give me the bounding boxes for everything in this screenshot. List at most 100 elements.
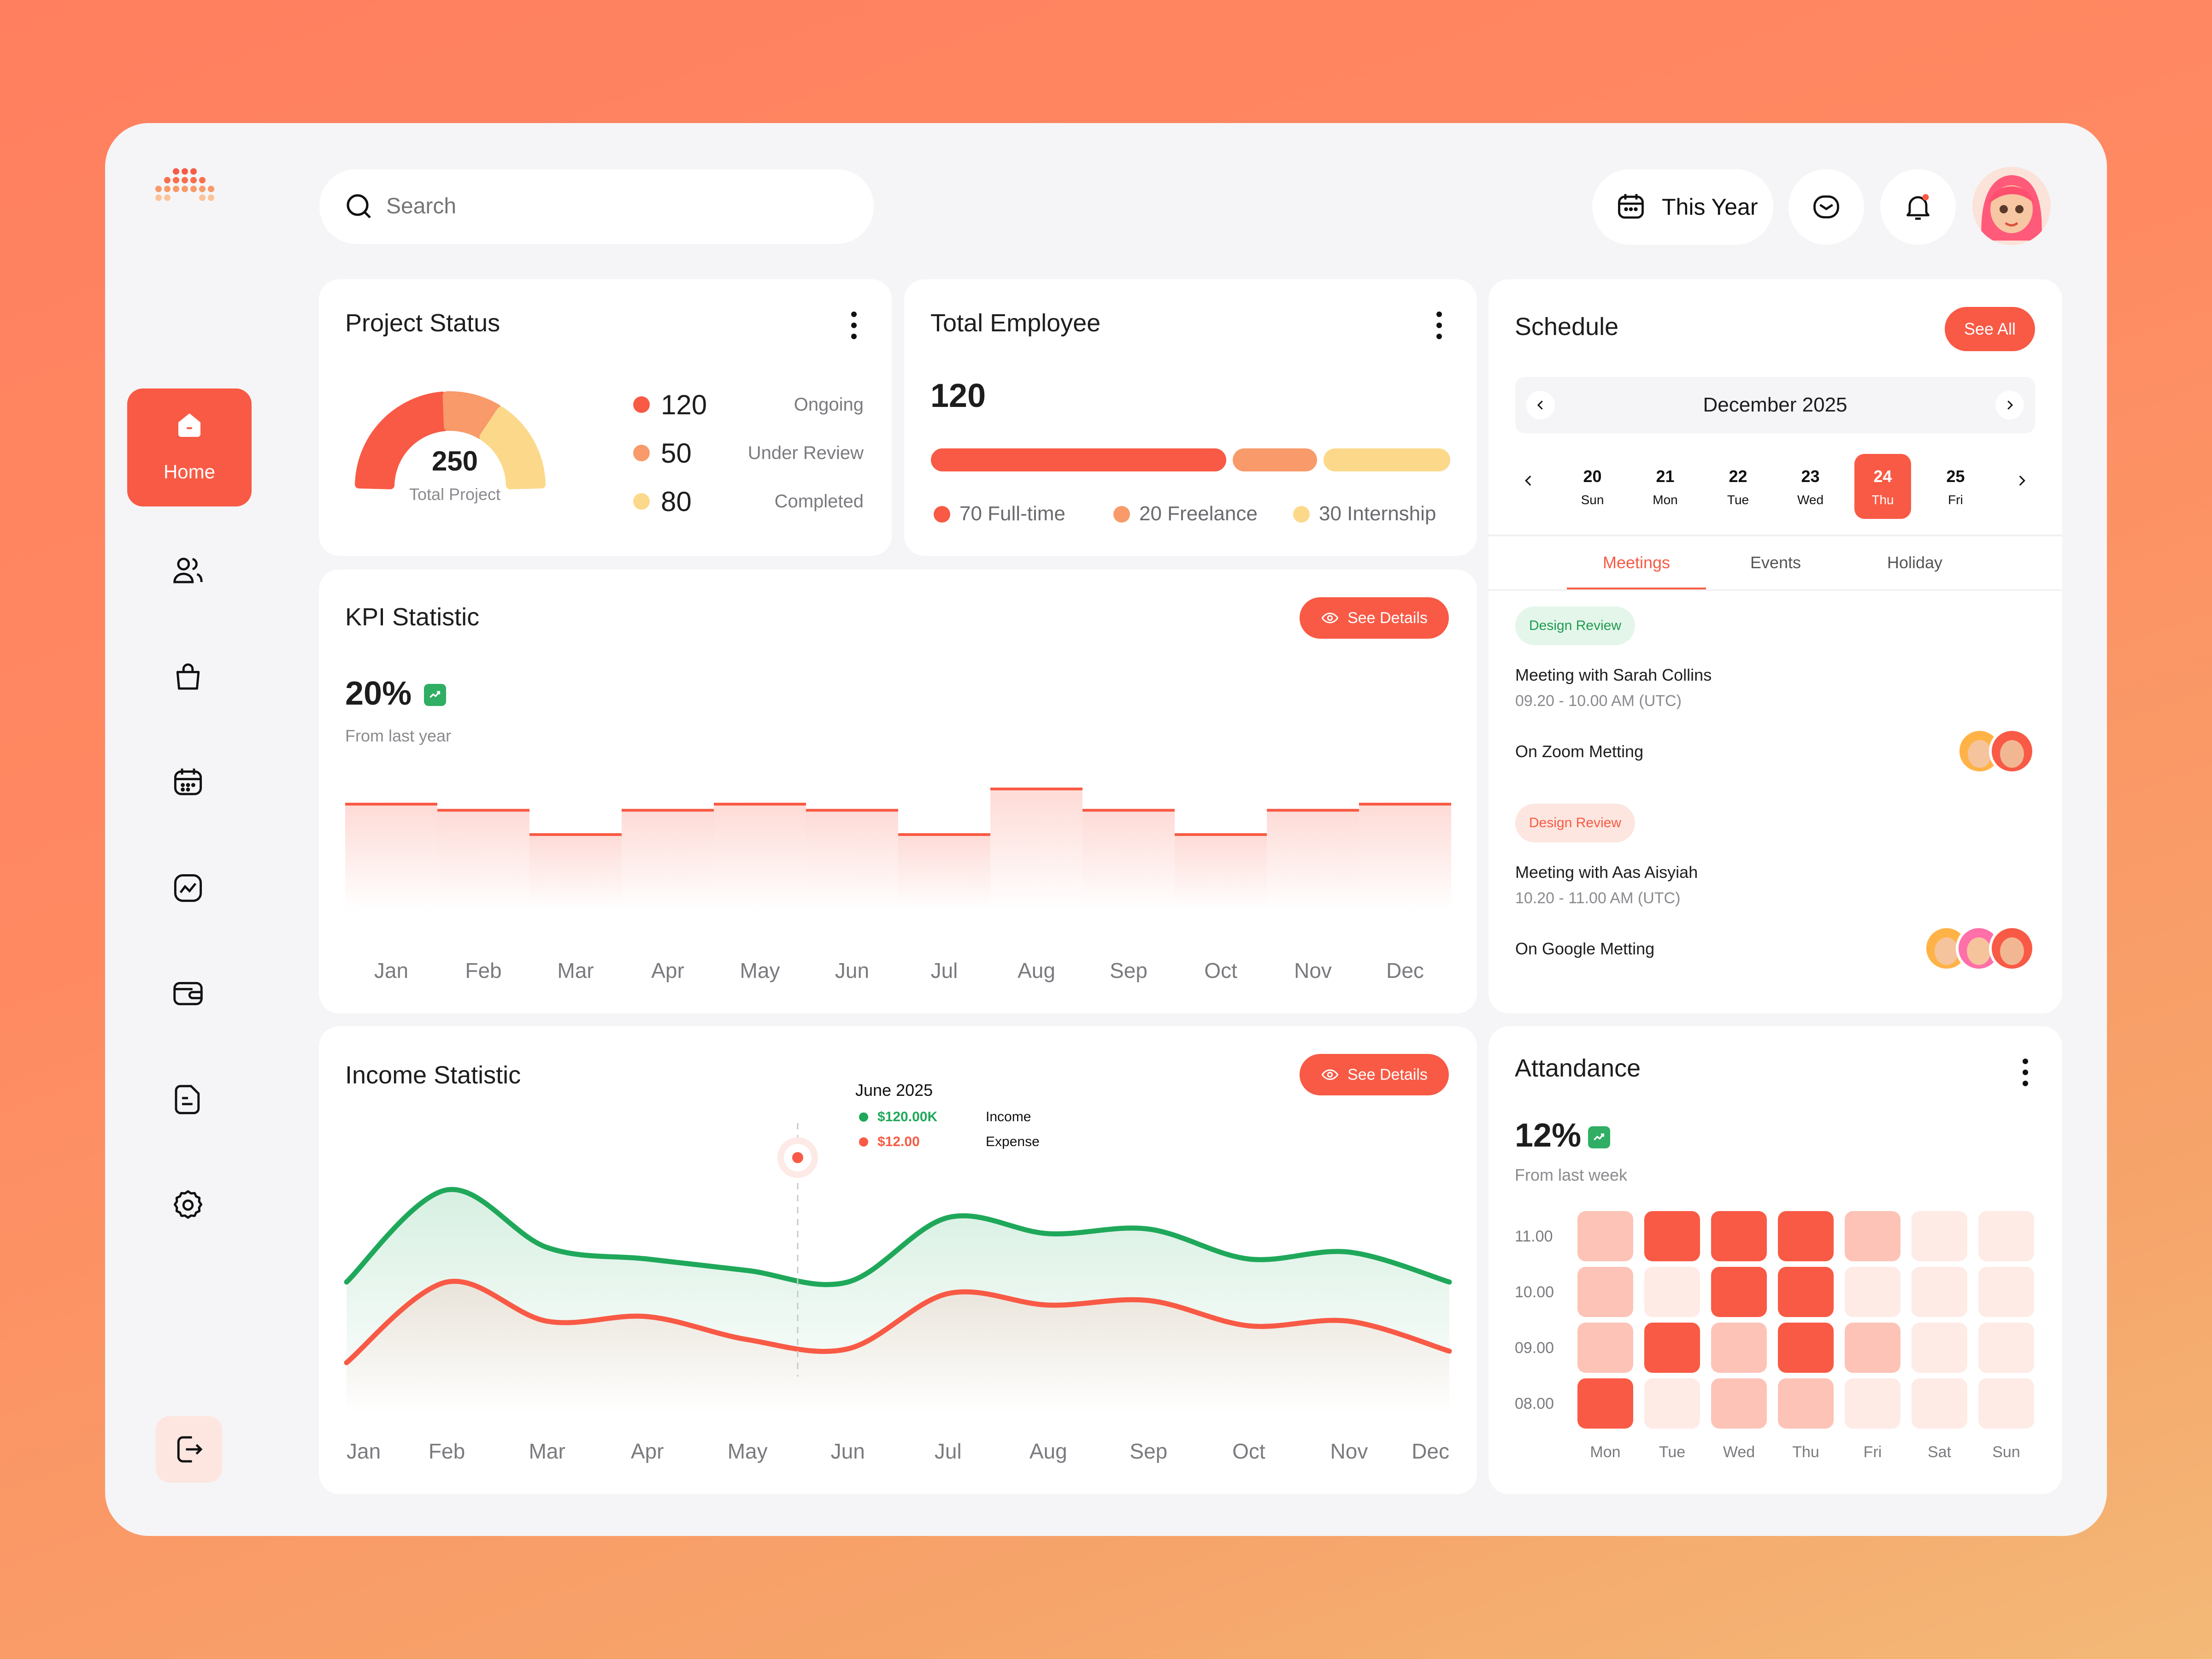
more-icon[interactable] bbox=[2018, 1059, 2032, 1086]
search-bar[interactable] bbox=[319, 169, 874, 244]
document-icon[interactable] bbox=[167, 1079, 209, 1120]
heatmap-cell[interactable] bbox=[1845, 1378, 1900, 1429]
schedule-card: Schedule See All December 2025 20 Sun 21 Mo… bbox=[1488, 279, 2062, 1013]
legend-dot bbox=[633, 445, 650, 461]
kpi-percent: 20% bbox=[345, 675, 412, 712]
day-item[interactable]: 25 Fri bbox=[1927, 454, 1984, 519]
heatmap-col-label: Sat bbox=[1927, 1443, 1952, 1461]
next-week-button[interactable] bbox=[2014, 473, 2030, 488]
legend-dot bbox=[633, 396, 650, 413]
logo-dot bbox=[208, 194, 214, 201]
heatmap-cell[interactable] bbox=[1978, 1378, 2034, 1429]
day-item[interactable]: 20 Sun bbox=[1564, 454, 1621, 519]
heatmap-cell[interactable] bbox=[1644, 1323, 1700, 1373]
day-name: Sun bbox=[1581, 493, 1604, 507]
wallet-icon[interactable] bbox=[167, 973, 209, 1014]
heatmap-cell[interactable] bbox=[1711, 1267, 1767, 1317]
heatmap-cell[interactable] bbox=[1778, 1267, 1834, 1317]
x-axis-label: Jul bbox=[931, 959, 958, 982]
period-selector[interactable]: This Year bbox=[1592, 169, 1773, 245]
eye-icon bbox=[1321, 609, 1339, 627]
status-legend-item: 80 Completed bbox=[633, 482, 864, 519]
heatmap-cell[interactable] bbox=[1778, 1378, 1834, 1429]
meeting-item[interactable]: Design Review Meeting with Aas Aisyiah 1… bbox=[1515, 804, 2036, 993]
heatmap-cell[interactable] bbox=[1577, 1211, 1633, 1261]
tab-meetings[interactable]: Meetings bbox=[1602, 553, 1671, 572]
card-title: KPI Statistic bbox=[345, 603, 480, 631]
kpi-see-details-button[interactable]: See Details bbox=[1300, 597, 1449, 639]
settings-icon[interactable] bbox=[167, 1184, 209, 1226]
x-axis-label: Jun bbox=[831, 1439, 865, 1463]
prev-week-button[interactable] bbox=[1521, 473, 1536, 488]
dot-logo[interactable] bbox=[144, 166, 236, 221]
heatmap-cell[interactable] bbox=[1778, 1211, 1834, 1261]
calendar-icon bbox=[1614, 190, 1647, 223]
day-item[interactable]: 22 Tue bbox=[1710, 454, 1766, 519]
heatmap-cell[interactable] bbox=[1912, 1323, 1967, 1373]
x-axis-label: Apr bbox=[651, 959, 684, 982]
heatmap-cell[interactable] bbox=[1577, 1378, 1633, 1429]
prev-month-button[interactable] bbox=[1526, 391, 1555, 419]
sidebar-item-home[interactable]: Home bbox=[127, 388, 252, 506]
heatmap-cell[interactable] bbox=[1577, 1323, 1633, 1373]
more-icon[interactable] bbox=[847, 312, 861, 339]
next-month-button[interactable] bbox=[1995, 391, 2024, 419]
day-number: 21 bbox=[1656, 467, 1675, 486]
heatmap-cell[interactable] bbox=[1978, 1211, 2034, 1261]
project-status-card: Project Status 250 Total Project 120 Ongo… bbox=[319, 279, 892, 556]
heatmap-cell[interactable] bbox=[1644, 1211, 1700, 1261]
logo-dot bbox=[164, 194, 171, 201]
x-axis-label: Jun bbox=[835, 959, 869, 982]
heatmap-cell[interactable] bbox=[1978, 1323, 2034, 1373]
notification-button[interactable] bbox=[1880, 169, 1956, 245]
x-axis-label: Apr bbox=[631, 1439, 664, 1463]
see-all-button[interactable]: See All bbox=[1945, 307, 2035, 351]
avatar[interactable] bbox=[1972, 167, 2051, 245]
day-name: Tue bbox=[1727, 493, 1749, 507]
kpi-bar bbox=[806, 810, 898, 911]
heatmap-cell[interactable] bbox=[1912, 1378, 1967, 1429]
heatmap-cell[interactable] bbox=[1711, 1378, 1767, 1429]
card-title: Income Statistic bbox=[345, 1061, 521, 1089]
tab-holiday[interactable]: Holiday bbox=[1887, 553, 1943, 572]
heatmap-cell[interactable] bbox=[1778, 1323, 1834, 1373]
kpi-sub: From last year bbox=[345, 726, 452, 745]
more-icon[interactable] bbox=[1432, 312, 1446, 339]
tab-events[interactable]: Events bbox=[1750, 553, 1801, 572]
heatmap-cell[interactable] bbox=[1711, 1211, 1767, 1261]
day-item[interactable]: 24 Thu bbox=[1854, 454, 1911, 519]
day-item[interactable]: 21 Mon bbox=[1637, 454, 1694, 519]
heatmap-cell[interactable] bbox=[1978, 1267, 2034, 1317]
heatmap-cell[interactable] bbox=[1845, 1267, 1900, 1317]
series-line bbox=[344, 1278, 1452, 1365]
meeting-tag: Design Review bbox=[1515, 606, 1635, 645]
logout-button[interactable] bbox=[156, 1416, 222, 1483]
day-number: 25 bbox=[1946, 467, 1965, 486]
status-label: Ongoing bbox=[794, 394, 864, 415]
logo-dot bbox=[155, 194, 162, 201]
chart-icon[interactable] bbox=[167, 867, 209, 909]
heatmap-cell[interactable] bbox=[1577, 1267, 1633, 1317]
bag-icon[interactable] bbox=[167, 656, 209, 697]
heatmap-cell[interactable] bbox=[1711, 1323, 1767, 1373]
users-icon[interactable] bbox=[167, 549, 209, 591]
hover-marker[interactable] bbox=[792, 1152, 803, 1163]
kpi-bar bbox=[1082, 810, 1175, 911]
mail-icon bbox=[1810, 190, 1843, 224]
calendar-icon[interactable] bbox=[167, 761, 209, 803]
heatmap-cell[interactable] bbox=[1644, 1378, 1700, 1429]
x-axis-label: Dec bbox=[1386, 959, 1424, 982]
heatmap-cell[interactable] bbox=[1845, 1211, 1900, 1261]
tooltip-expense-label: Expense bbox=[986, 1134, 1040, 1149]
income-see-details-button[interactable]: See Details bbox=[1300, 1054, 1449, 1095]
heatmap-cell[interactable] bbox=[1912, 1267, 1967, 1317]
mail-button[interactable] bbox=[1788, 169, 1864, 245]
heatmap-cell[interactable] bbox=[1644, 1267, 1700, 1317]
logo-dot bbox=[190, 186, 197, 192]
heatmap-cell[interactable] bbox=[1845, 1323, 1900, 1373]
day-item[interactable]: 23 Wed bbox=[1782, 454, 1839, 519]
meeting-item[interactable]: Design Review Meeting with Sarah Collins… bbox=[1515, 606, 2036, 795]
period-label: This Year bbox=[1662, 194, 1758, 220]
search-input[interactable] bbox=[386, 188, 801, 224]
heatmap-cell[interactable] bbox=[1912, 1211, 1967, 1261]
